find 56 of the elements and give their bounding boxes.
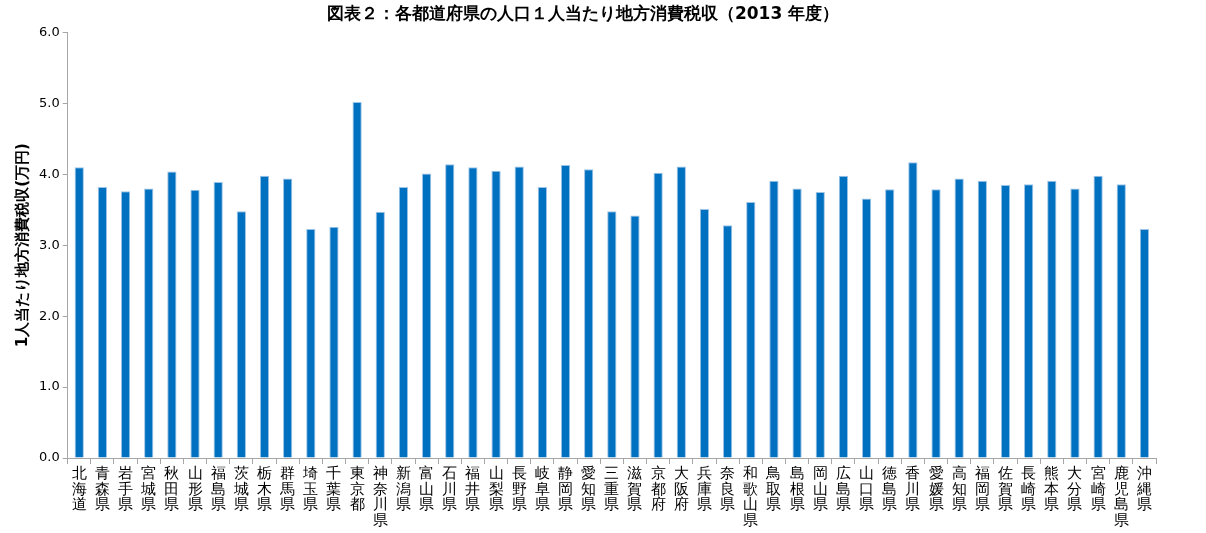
x-tick-label: 島根県: [789, 463, 805, 514]
x-tick-label: 岡山県: [812, 463, 828, 514]
x-tick-label: 広島県: [835, 463, 851, 514]
x-tick-label: 大分県: [1067, 463, 1083, 514]
y-tick-label: 2.0: [38, 307, 60, 323]
x-tick-label: 静岡県: [558, 463, 574, 514]
x-tick-label: 茨城県: [232, 463, 249, 514]
x-tick-label: 沖縄県: [1135, 463, 1152, 514]
y-tick-label: 4.0: [38, 165, 60, 181]
x-tick-label: 山形県: [187, 463, 203, 514]
x-tick-label: 鳥取県: [765, 463, 782, 514]
x-tick-label: 福岡県: [974, 463, 990, 514]
x-tick-label: 秋田県: [164, 463, 180, 514]
x-tick-label: 北海道: [71, 463, 87, 514]
x-tick-label: 岐阜県: [534, 463, 550, 514]
x-tick-label: 福井県: [465, 463, 481, 514]
y-tick-label: 6.0: [38, 23, 60, 39]
x-tick-label: 三重県: [604, 463, 620, 514]
x-tick-label: 富山県: [419, 463, 435, 514]
x-tick-label: 山梨県: [488, 463, 504, 514]
x-tick-label: 栃木県: [257, 463, 272, 514]
x-tick-label: 宮崎県: [1090, 463, 1106, 514]
y-tick-label: 3.0: [38, 236, 60, 252]
x-tick-label: 長野県: [511, 463, 527, 514]
x-tick-label: 愛知県: [581, 463, 597, 514]
x-tick-label: 香川県: [905, 463, 921, 514]
chart-title: 図表２：各都道府県の人口１人当たり地方消費税収（2013 年度）: [326, 2, 840, 23]
x-tick-label: 鹿児島県: [1113, 463, 1129, 530]
x-tick-label: 長崎県: [1021, 463, 1037, 514]
x-tick-label: 宮城県: [140, 463, 157, 514]
x-tick-label: 千葉県: [326, 463, 342, 514]
y-tick-label: 5.0: [38, 94, 60, 110]
y-tick-label: 1.0: [38, 378, 60, 394]
x-tick-label: 佐賀県: [997, 463, 1013, 514]
x-tick-label: 青森県: [94, 463, 110, 514]
x-tick-label: 熊本県: [1044, 463, 1060, 514]
x-tick-label: 埼玉県: [302, 463, 319, 514]
x-tick-label: 大阪府: [673, 463, 689, 514]
x-tick-label: 愛媛県: [928, 463, 944, 514]
x-tick-label: 奈良県: [720, 463, 736, 514]
x-tick-label: 和歌山県: [743, 463, 759, 530]
x-tick-label: 石川県: [442, 463, 458, 514]
y-tick-label: 0.0: [38, 449, 60, 465]
x-tick-label: 神奈川県: [372, 463, 388, 530]
x-tick-label: 兵庫県: [696, 463, 712, 514]
x-tick-label: 群馬県: [279, 463, 296, 514]
x-tick-label: 山口県: [859, 463, 875, 514]
x-tick-label: 京都府: [650, 463, 666, 514]
x-tick-label: 滋賀県: [627, 463, 643, 514]
x-tick-label: 新潟県: [395, 463, 411, 514]
x-tick-label: 徳島県: [882, 463, 898, 514]
x-tick-label: 東京都: [349, 463, 365, 514]
y-axis-title: 1人当たり地方消費税収(万円): [12, 143, 31, 348]
x-tick-label: 福島県: [210, 463, 226, 514]
x-tick-label: 岩手県: [118, 463, 134, 514]
x-tick-label: 高知県: [951, 463, 967, 514]
